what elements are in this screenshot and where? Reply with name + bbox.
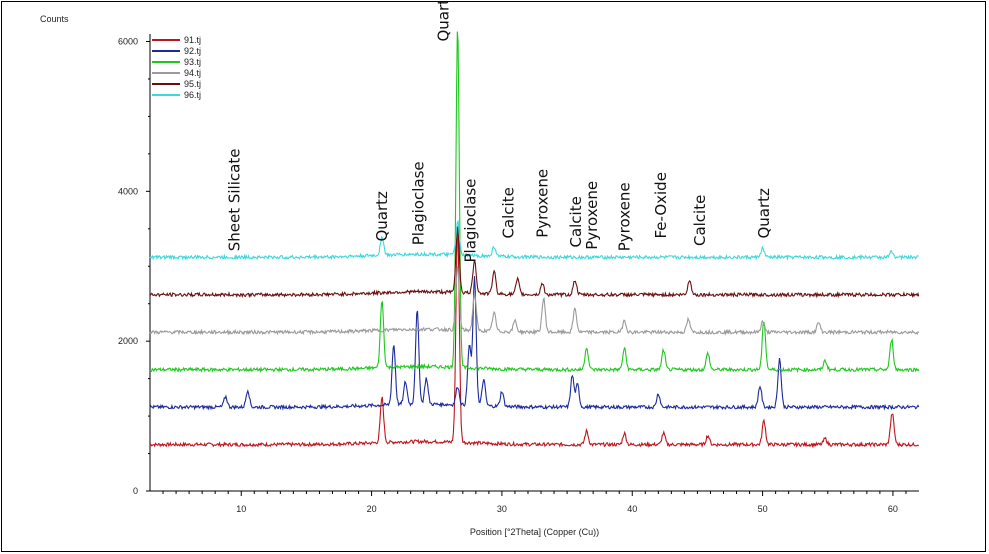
x-tick-label: 10 — [236, 504, 246, 514]
peak-annotation: Pyroxene — [533, 169, 551, 238]
x-tick-label: 40 — [627, 504, 637, 514]
peak-annotation: Plagioclase — [462, 179, 480, 263]
legend-entry: 93.tj — [184, 57, 201, 67]
peak-annotation: Calcite — [499, 187, 517, 238]
peak-annotation: Calcite — [567, 196, 585, 247]
series-line-91-tj — [149, 227, 920, 449]
peak-annotation: Pyroxene — [583, 181, 601, 250]
peak-annotation: Fe-Oxide — [652, 172, 670, 238]
y-tick-label: 0 — [133, 486, 138, 496]
peak-annotation: Pyroxene — [615, 182, 633, 251]
y-axis-label: Counts — [40, 14, 69, 24]
series-line-94-tj — [149, 265, 920, 336]
y-tick-label: 6000 — [118, 36, 138, 46]
x-tick-label: 30 — [497, 504, 507, 514]
peak-annotation: Quartz — [373, 191, 391, 242]
peak-annotation: Sheet Silicate — [226, 149, 244, 252]
x-axis-label: Position [°2Theta] (Copper (Cu)) — [470, 527, 599, 537]
legend-entry: 96.tj — [184, 90, 201, 100]
x-tick-label: 20 — [367, 504, 377, 514]
series-line-92-tj — [149, 276, 920, 411]
x-tick-label: 50 — [758, 504, 768, 514]
legend-entry: 91.tj — [184, 35, 201, 45]
series-line-93-tj — [149, 31, 920, 374]
legend-entry: 92.tj — [184, 46, 201, 56]
peak-annotation: Calcite — [691, 195, 709, 246]
peak-annotation: Plagioclase — [409, 161, 427, 245]
series-line-96-tj — [149, 219, 919, 261]
series-line-95-tj — [149, 225, 920, 299]
legend-entry: 94.tj — [184, 68, 201, 78]
x-tick-label: 60 — [888, 504, 898, 514]
peak-annotation: Quartz — [755, 188, 773, 239]
y-tick-label: 2000 — [118, 336, 138, 346]
y-tick-label: 4000 — [118, 186, 138, 196]
legend-entry: 95.tj — [184, 79, 201, 89]
peak-annotation: Quartz — [434, 2, 452, 41]
